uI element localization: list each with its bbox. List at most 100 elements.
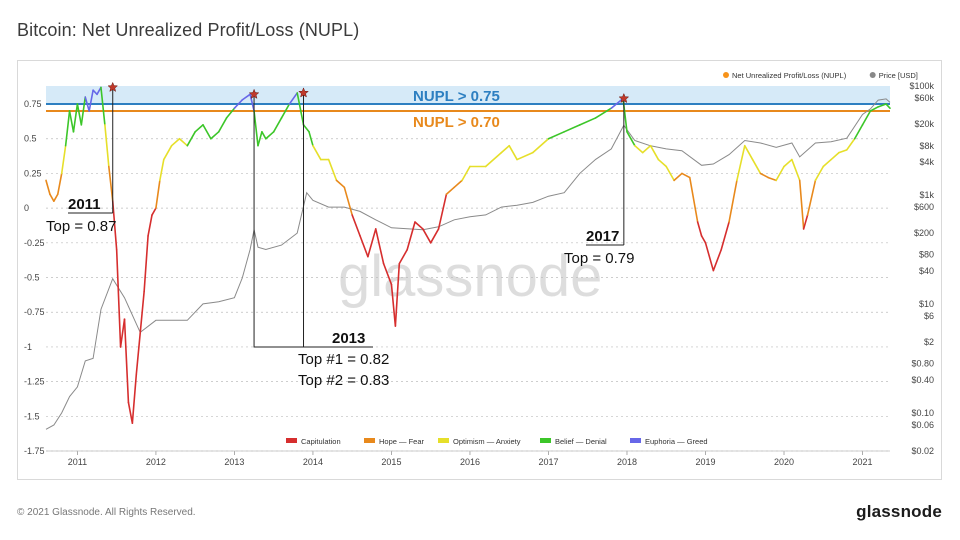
- y-left-tick-label: 0.5: [24, 134, 37, 144]
- nupl-segment: [429, 228, 440, 244]
- nupl-segment: [115, 248, 122, 348]
- nupl-segment: [72, 103, 79, 133]
- nupl-segment: [249, 93, 255, 112]
- y-right-tick-label: $80: [919, 250, 934, 260]
- y-right-tick-label: $100k: [909, 81, 934, 91]
- legend-zone-label: Euphoria — Greed: [645, 437, 708, 446]
- x-tick-label: 2012: [146, 457, 166, 467]
- nupl-segment: [437, 193, 448, 230]
- nupl-segment: [720, 221, 730, 251]
- y-right-tick-label: $8k: [919, 141, 934, 151]
- x-tick-label: 2017: [538, 457, 558, 467]
- y-right-tick-label: $10: [919, 299, 934, 309]
- nupl-segment: [775, 165, 785, 182]
- nupl-segment: [649, 144, 660, 161]
- nupl-segment: [178, 137, 189, 147]
- euphoria-zone-band: [46, 86, 890, 105]
- nupl-segment: [202, 124, 212, 140]
- nupl-segment: [531, 137, 550, 154]
- peak-2013-value-1: Top #1 = 0.82: [298, 351, 389, 368]
- nupl-segment: [162, 144, 173, 161]
- nupl-segment: [728, 179, 738, 223]
- nupl-segment: [563, 124, 581, 133]
- y-right-tick-label: $2: [924, 337, 934, 347]
- nupl-segment: [673, 172, 683, 182]
- x-tick-label: 2018: [617, 457, 637, 467]
- y-right-tick-label: $0.40: [911, 375, 934, 385]
- nupl-chart[interactable]: glassnode NUPL > 0.75 NUPL > 0.70 2011 Top…: [18, 61, 941, 479]
- x-tick-label: 2011: [68, 457, 87, 467]
- x-tick-label: 2014: [303, 457, 323, 467]
- legend-zone-swatch: [364, 438, 375, 443]
- nupl-segment: [135, 332, 142, 376]
- legend-top: Net Unrealized Profit/Loss (NUPL) Price […: [723, 71, 918, 80]
- y-left-tick-label: 0.75: [24, 99, 42, 109]
- peak-2017-value: Top = 0.79: [564, 250, 634, 267]
- nupl-segment: [547, 130, 565, 140]
- y-right-tick-label: $20k: [914, 119, 934, 129]
- y-right-tick-label: $0.10: [911, 408, 934, 418]
- nupl-segment: [217, 117, 228, 133]
- nupl-segment: [327, 158, 338, 182]
- nupl-segment: [743, 144, 754, 161]
- y-right-tick-label: $6: [924, 311, 934, 321]
- legend-top-marker: [723, 72, 729, 78]
- nupl-segment: [712, 248, 723, 272]
- peak-2011-value: Top = 0.87: [46, 218, 116, 235]
- nupl-segment: [53, 193, 59, 202]
- nupl-segment: [500, 144, 511, 154]
- legend-zone-label: Optimism — Anxiety: [453, 437, 521, 446]
- glassnode-logo[interactable]: glassnode: [856, 502, 942, 521]
- nupl-segment: [64, 110, 71, 147]
- peak-2013-title: 2013: [332, 330, 365, 347]
- nupl-segment: [233, 99, 244, 110]
- legend-zone-swatch: [630, 438, 641, 443]
- nupl-segment: [802, 214, 809, 230]
- nupl-segment: [100, 86, 106, 126]
- y-left-tick-label: -1: [24, 342, 32, 352]
- nupl-segment: [104, 124, 110, 168]
- nupl-segment: [257, 130, 263, 147]
- y-left-tick-label: -0.75: [24, 307, 45, 317]
- nupl-segment: [838, 149, 848, 154]
- nupl-segment: [265, 130, 275, 140]
- nupl-segment: [406, 221, 416, 251]
- nupl-segment: [759, 172, 770, 179]
- nupl-segment: [139, 290, 145, 334]
- nupl-segment: [147, 214, 153, 237]
- nupl-segment: [76, 103, 83, 126]
- nupl-segment: [822, 158, 832, 168]
- nupl-segment: [111, 200, 118, 251]
- y-right-tick-label: $0.06: [911, 420, 934, 430]
- nupl-segment: [422, 228, 432, 244]
- y-left-tick-label: -1.5: [24, 411, 40, 421]
- nupl-segment: [288, 92, 299, 105]
- nupl-segment: [108, 165, 114, 202]
- nupl-segment: [579, 117, 597, 126]
- nupl-segment: [877, 103, 887, 108]
- nupl-segment: [861, 110, 872, 126]
- peak-2017-title: 2017: [586, 228, 619, 245]
- nupl-segment: [390, 283, 397, 327]
- nupl-segment: [445, 186, 456, 196]
- nupl-segment: [657, 158, 668, 168]
- y-left-tick-label: -1.25: [24, 377, 45, 387]
- nupl-segment: [665, 165, 675, 182]
- nupl-segment: [241, 93, 251, 101]
- nupl-segment: [296, 92, 305, 126]
- nupl-segment: [302, 124, 310, 133]
- peak-2013-leader: [253, 92, 305, 348]
- nupl-segment: [253, 110, 259, 147]
- watermark-text: glassnode: [338, 244, 602, 309]
- peak-2013-value-2: Top #2 = 0.83: [298, 372, 389, 389]
- nupl-segment: [343, 186, 353, 216]
- nupl-segment: [700, 235, 707, 244]
- copyright-text: © 2021 Glassnode. All Rights Reserved.: [17, 507, 196, 518]
- nupl-segment: [359, 235, 369, 258]
- nupl-segment: [484, 151, 503, 168]
- nupl-segment: [335, 179, 346, 189]
- nupl-segment: [225, 107, 236, 119]
- nupl-segment: [374, 228, 385, 265]
- nupl-segment: [806, 179, 817, 216]
- nupl-segment: [159, 158, 165, 182]
